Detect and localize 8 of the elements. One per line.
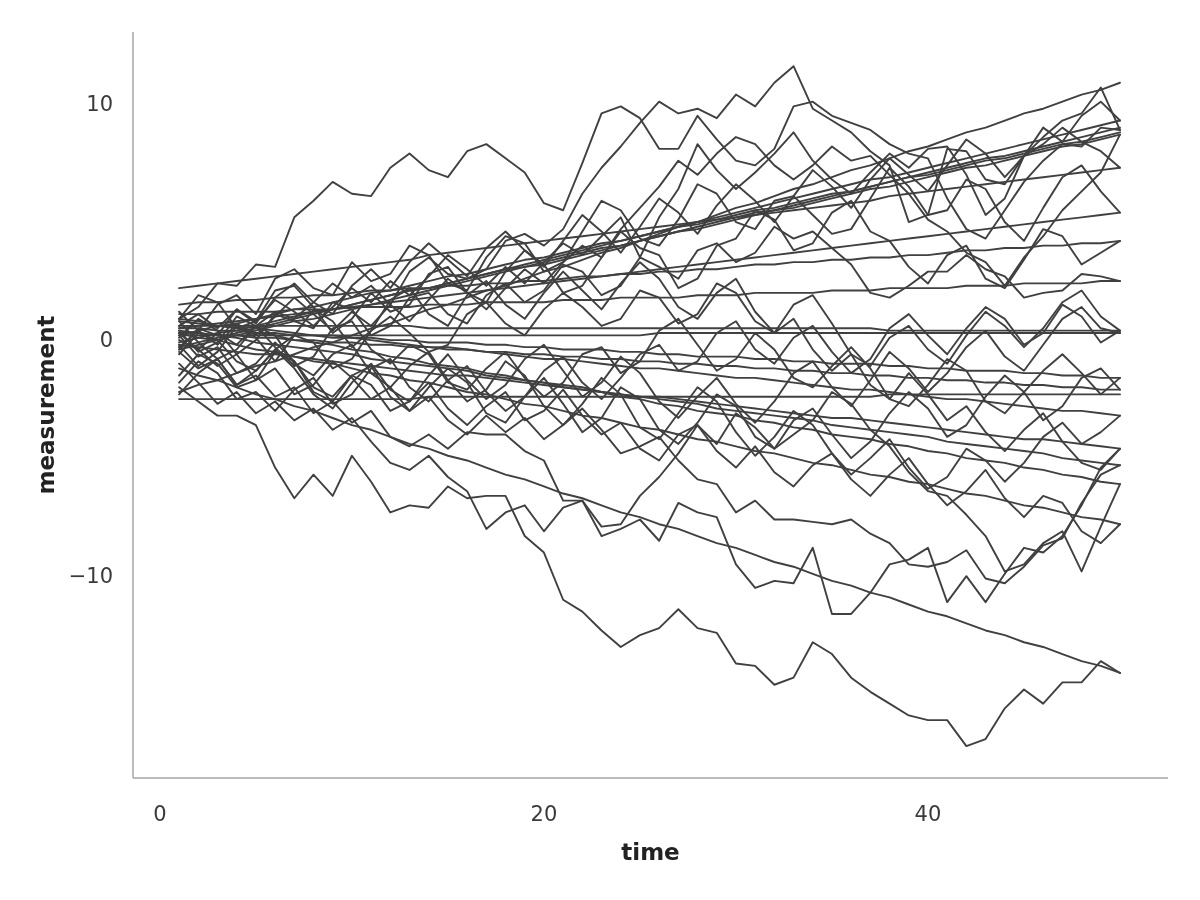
y-tick-label: 10: [86, 92, 113, 116]
y-tick-label: 0: [99, 328, 113, 353]
x-tick-label: 40: [914, 802, 942, 826]
x-axis-title: time: [621, 839, 680, 865]
x-tick-label: 20: [530, 802, 558, 826]
y-tick-label: −10: [68, 564, 113, 589]
x-tick-label: 0: [153, 802, 167, 826]
y-axis-title: measurement: [33, 315, 59, 495]
